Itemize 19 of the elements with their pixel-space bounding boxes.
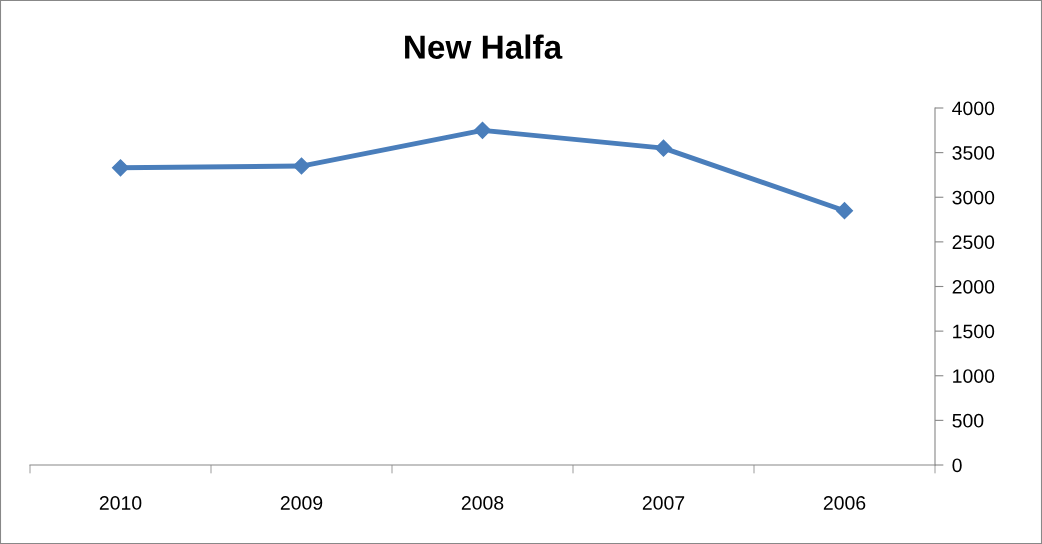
x-tick-label: 2007 xyxy=(642,496,685,510)
x-tick-label: 2008 xyxy=(461,496,504,510)
x-tick-label: 2009 xyxy=(280,496,323,510)
point xyxy=(473,121,492,139)
x-tick-label: 2006 xyxy=(823,496,866,510)
point xyxy=(835,202,854,220)
y-tick-label: 2500 xyxy=(952,235,995,250)
y-tick-label: 3000 xyxy=(952,190,995,205)
y-tick-label: 500 xyxy=(952,413,984,428)
y-tick-label: 1500 xyxy=(953,324,995,339)
x-tick-label: 2010 xyxy=(99,496,142,510)
y-tick-label: 2000 xyxy=(952,279,995,294)
point xyxy=(654,139,673,157)
point xyxy=(292,157,311,175)
y-tick-label: 4000 xyxy=(952,101,995,116)
chart-title: New Halfa xyxy=(405,34,563,59)
y-tick-label: 1000 xyxy=(953,369,995,383)
y-tick-label: 3500 xyxy=(952,146,995,160)
y-tick-label: 0 xyxy=(952,458,962,473)
